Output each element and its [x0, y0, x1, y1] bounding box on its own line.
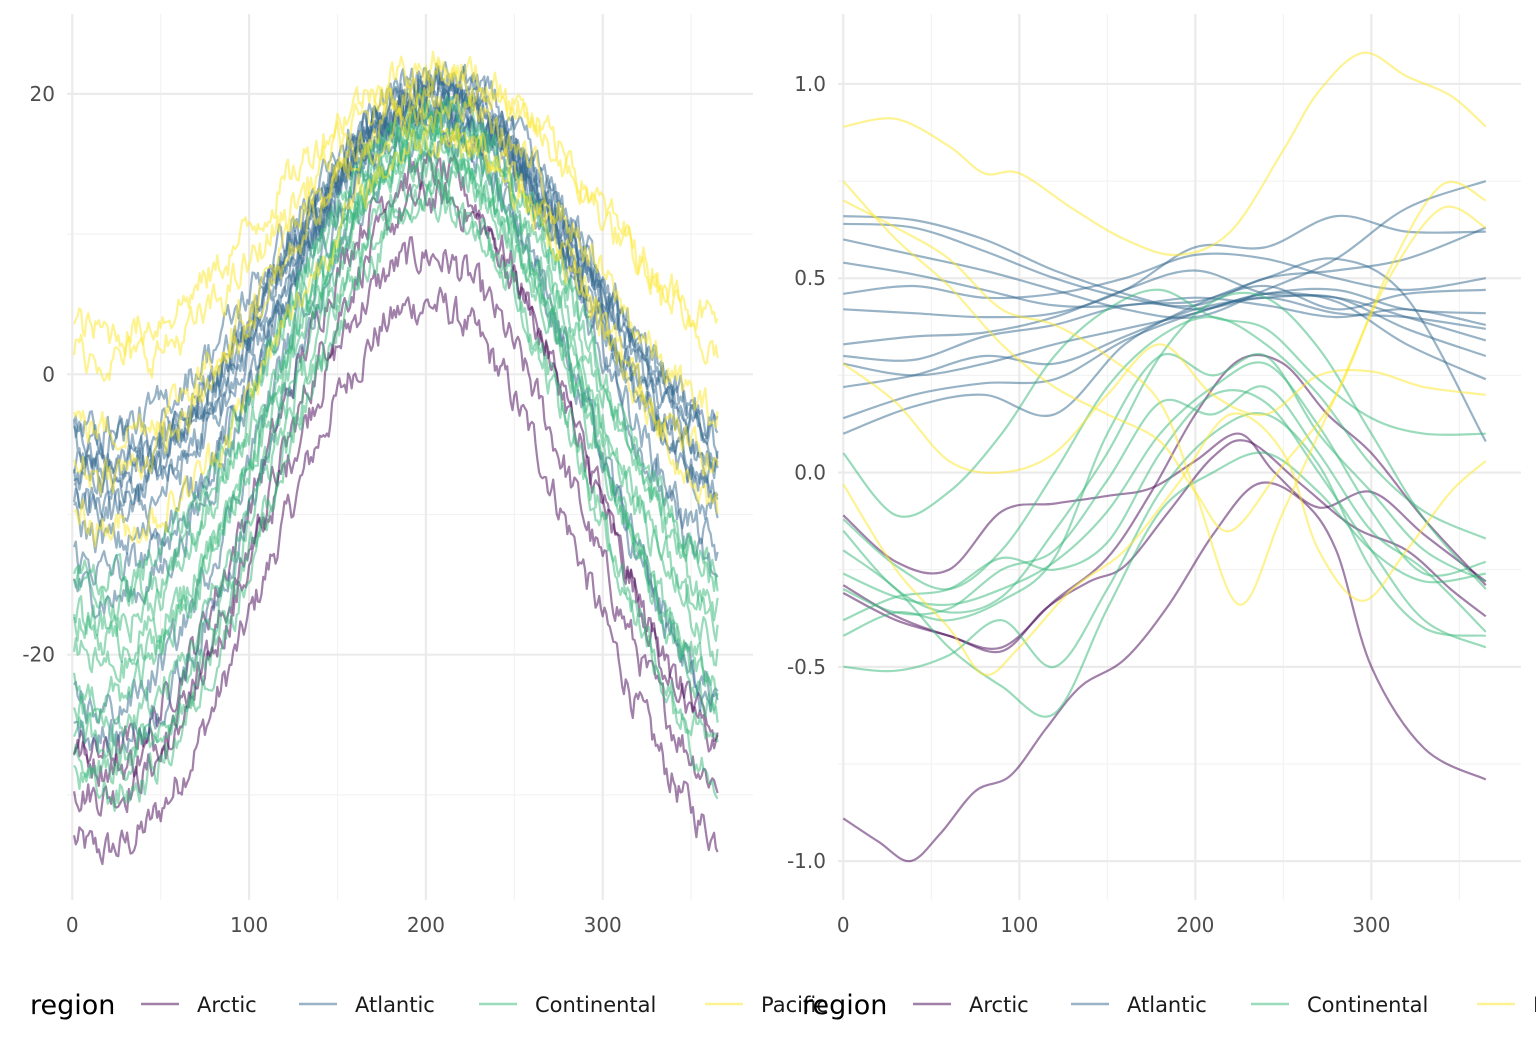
- x-tick-label: 0: [837, 913, 850, 937]
- series-group: [73, 50, 719, 866]
- series-line-pacific: [73, 50, 719, 357]
- series-line-arctic: [73, 236, 719, 817]
- legend-title: region: [30, 990, 115, 1021]
- series-line-pacific: [73, 60, 719, 382]
- legend-title: region: [802, 990, 887, 1021]
- series-line-pacific: [73, 105, 719, 496]
- x-tick-label: 300: [584, 913, 622, 937]
- series-line-continental: [842, 352, 1487, 637]
- y-tick-label: -20: [22, 643, 55, 667]
- legend-right: region Arctic Atlantic Continental Pacific: [802, 990, 1536, 1021]
- y-tick-label: -1.0: [787, 849, 826, 873]
- series-line-atlantic: [843, 252, 1486, 300]
- x-tick-label: 300: [1352, 913, 1390, 937]
- series-line-pacific: [843, 51, 1487, 257]
- y-tick-label: 20: [30, 82, 55, 106]
- y-tick-label: 0: [42, 362, 55, 386]
- legend-label-arctic: Arctic: [197, 993, 257, 1017]
- series-line-arctic: [842, 481, 1487, 863]
- legend-label-pacific: Pacific: [1533, 993, 1536, 1017]
- legend-label-pacific: Pacific: [761, 993, 828, 1017]
- left-panel: 0 100 200 300 -20 0 20: [22, 14, 753, 937]
- series-line-continental: [842, 385, 1487, 633]
- legend-label-atlantic: Atlantic: [355, 993, 435, 1017]
- series-group: [842, 51, 1487, 863]
- series-line-atlantic: [843, 180, 1487, 320]
- series-line-atlantic: [843, 222, 1487, 308]
- series-line-pacific: [73, 128, 719, 548]
- y-tick-label: -0.5: [787, 655, 826, 679]
- legend-label-atlantic: Atlantic: [1127, 993, 1207, 1017]
- y-tick-label: 0.5: [794, 266, 826, 290]
- series-line-continental: [73, 150, 719, 644]
- legend-left: region Arctic Atlantic Continental Pacific: [30, 990, 828, 1021]
- series-line-pacific: [842, 199, 1487, 606]
- series-line-atlantic: [843, 214, 1486, 319]
- x-tick-label: 200: [1176, 913, 1214, 937]
- series-line-continental: [73, 120, 718, 598]
- series-line-arctic: [73, 179, 719, 787]
- series-line-atlantic: [843, 261, 1487, 326]
- series-line-atlantic: [842, 287, 1486, 420]
- series-line-atlantic: [843, 284, 1486, 362]
- series-line-pacific: [842, 343, 1486, 474]
- legend-label-arctic: Arctic: [969, 993, 1029, 1017]
- legend-label-continental: Continental: [535, 993, 656, 1017]
- x-tick-label: 100: [230, 913, 268, 937]
- series-line-atlantic: [843, 269, 1487, 358]
- series-line-continental: [843, 412, 1486, 673]
- series-line-arctic: [73, 286, 719, 866]
- x-tick-label: 200: [407, 913, 445, 937]
- legend-label-continental: Continental: [1307, 993, 1428, 1017]
- series-line-atlantic: [842, 257, 1487, 443]
- series-line-pacific: [842, 180, 1487, 533]
- series-line-continental: [73, 175, 719, 785]
- y-tick-label: 0.0: [794, 461, 826, 485]
- series-line-continental: [842, 451, 1486, 718]
- x-tick-label: 0: [66, 913, 79, 937]
- series-line-continental: [842, 288, 1486, 518]
- series-line-pacific: [842, 412, 1487, 677]
- x-tick-label: 100: [1000, 913, 1038, 937]
- y-tick-label: 1.0: [794, 72, 826, 96]
- right-panel: 0 100 200 300 -1.0 -0.5 0.0 0.5 1.0: [787, 14, 1521, 937]
